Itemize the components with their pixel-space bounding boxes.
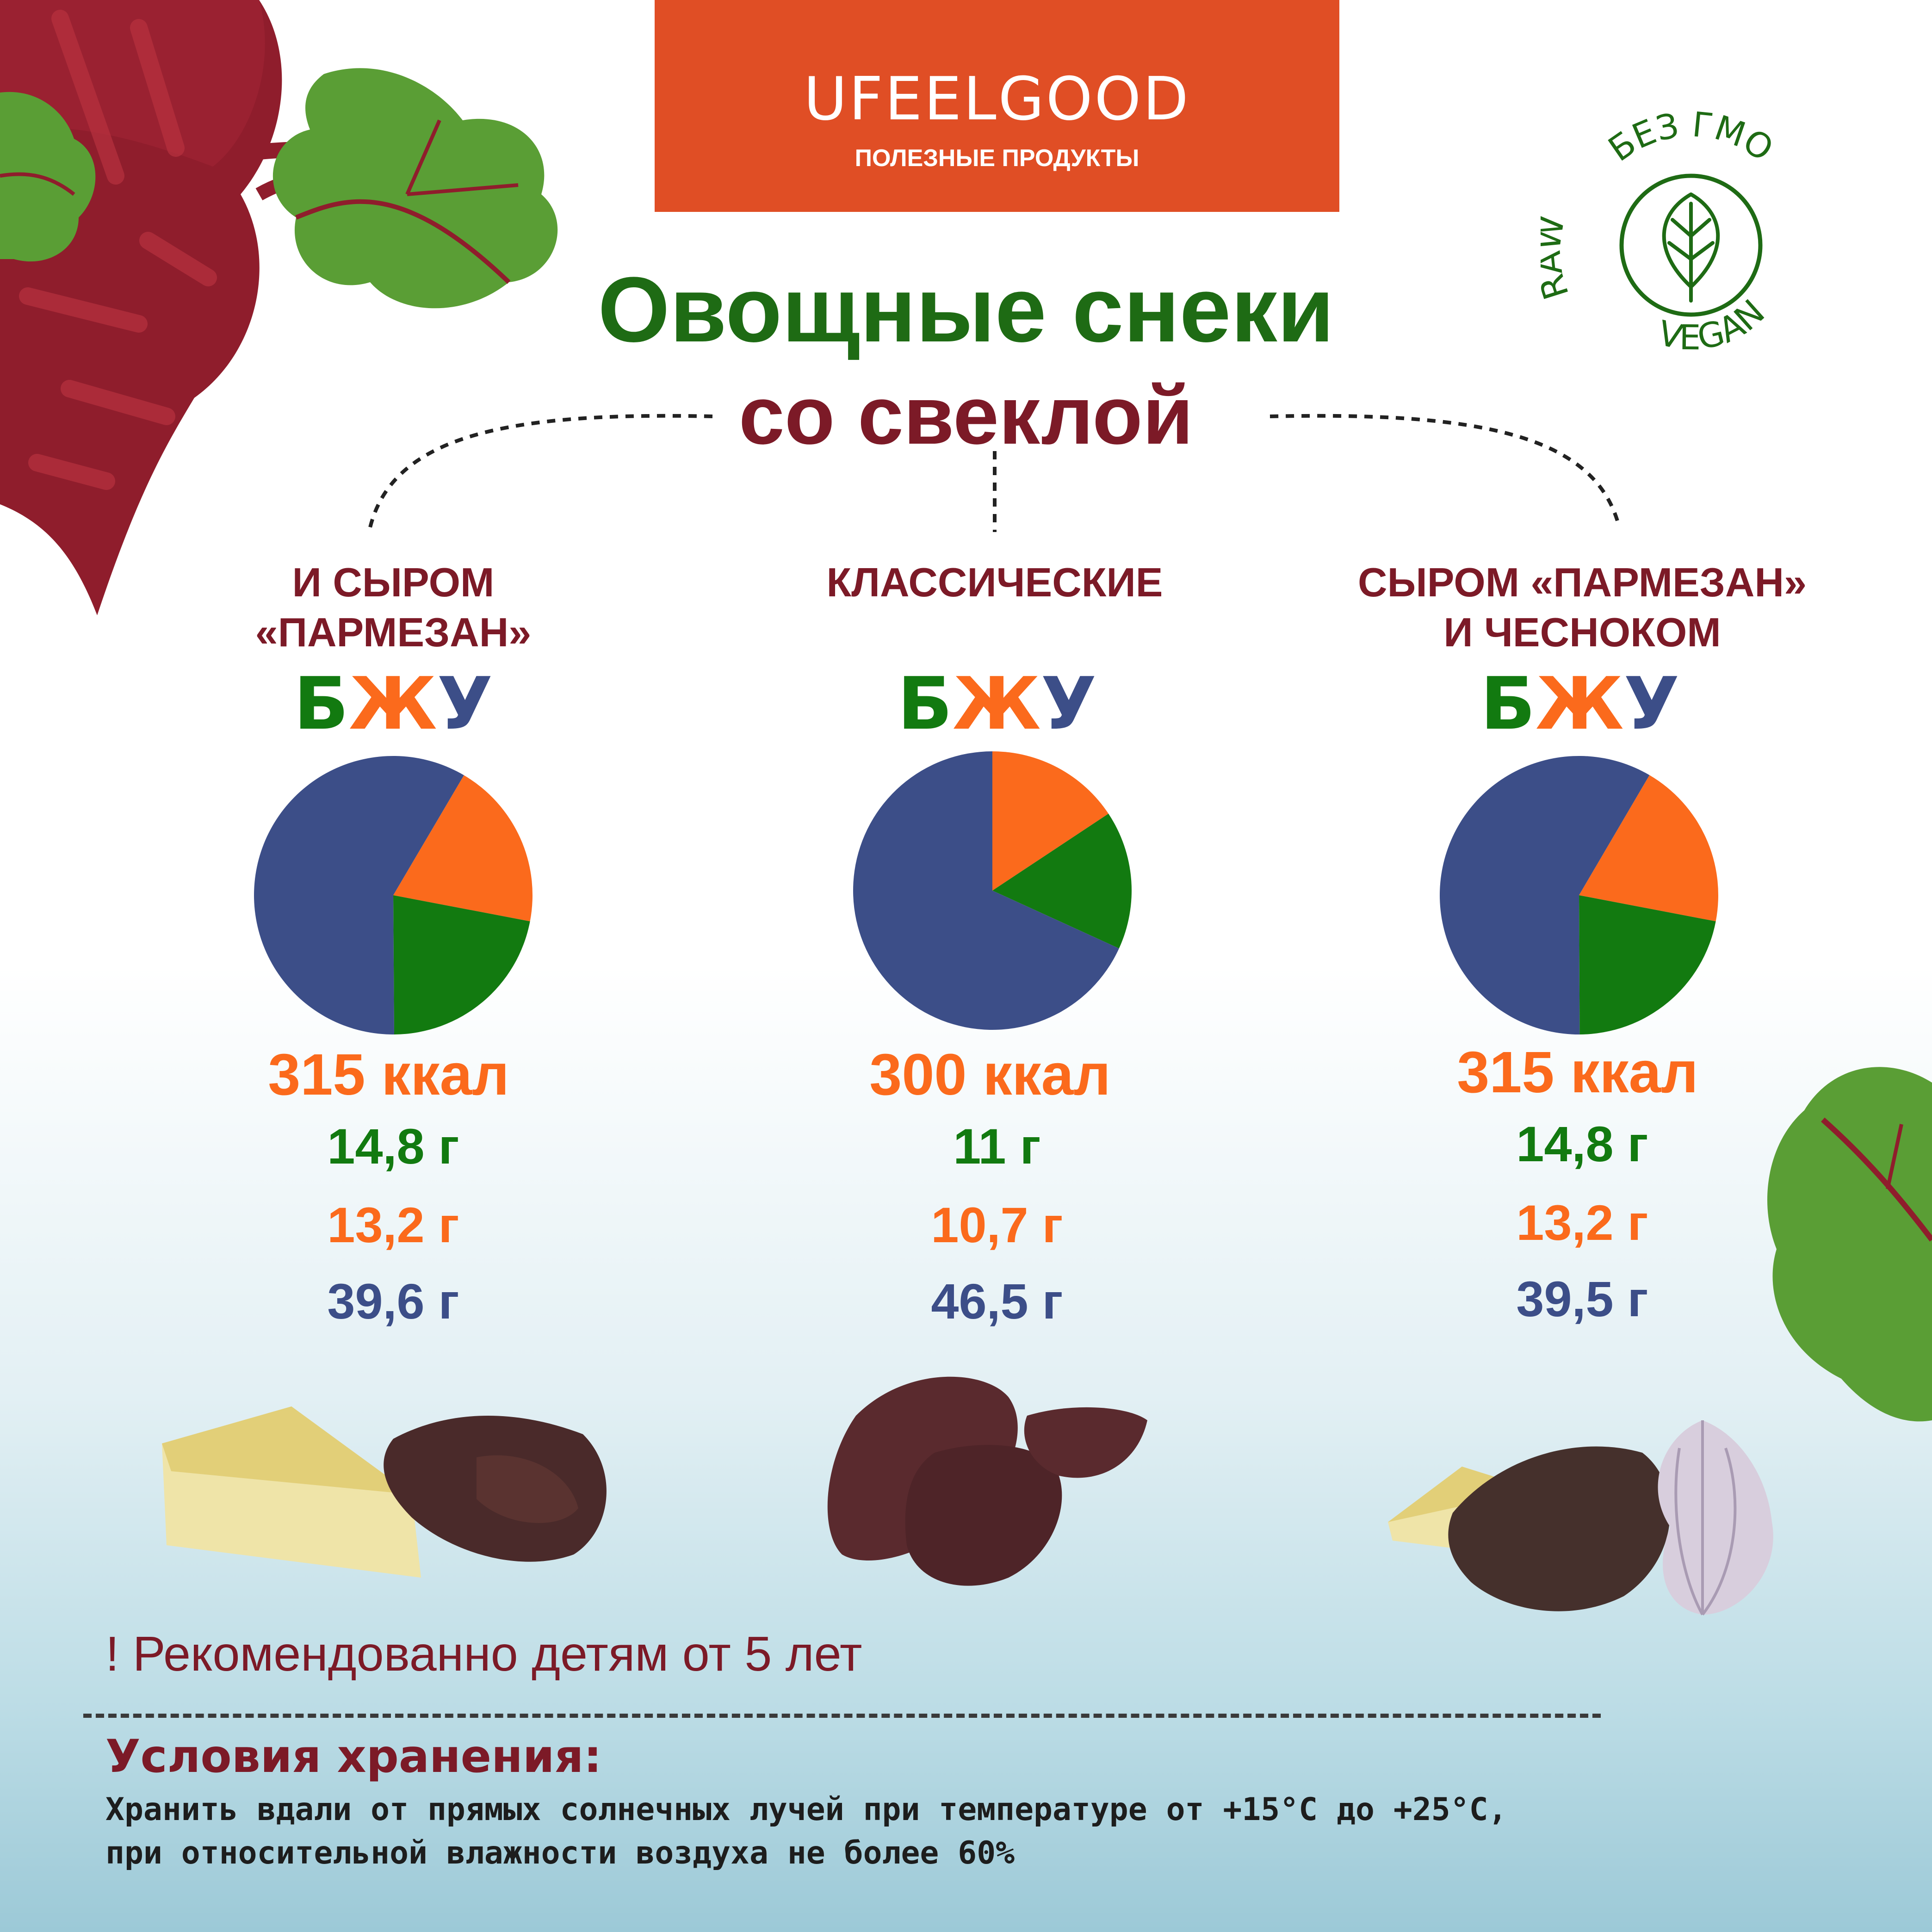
fat-value-3: 13,2 г — [1516, 1195, 1648, 1251]
legend-protein: Б — [1480, 662, 1536, 746]
legend-carbs: У — [1623, 662, 1680, 746]
page-subtitle: со свеклой — [738, 369, 1194, 461]
legend-fat: Ж — [348, 662, 437, 746]
legend-fat: Ж — [1535, 662, 1624, 746]
pie-slice-fat — [992, 751, 1108, 891]
classic-snack-illustration — [827, 1376, 1147, 1586]
variant-label-3: СЫРОМ «ПАРМЕЗАН» И ЧЕСНОКОМ — [1358, 559, 1807, 655]
protein-value-1: 14,8 г — [327, 1118, 459, 1174]
pie-slice-carbs — [853, 751, 1119, 1030]
legend-protein: Б — [897, 662, 953, 746]
page-title: Овощные снеки — [598, 258, 1334, 361]
beet-illustration — [0, 0, 558, 615]
pie-chart-3 — [1440, 756, 1718, 1034]
pie-chart-1 — [254, 756, 533, 1034]
pie-slice-carbs — [254, 756, 464, 1034]
fat-value-1: 13,2 г — [327, 1197, 459, 1253]
variant-label-2: КЛАССИЧЕСКИЕ — [826, 559, 1163, 605]
legend-carbs: У — [437, 662, 493, 746]
pie-slice-fat — [393, 775, 533, 922]
bju-legend-3: БЖУ — [1441, 662, 1719, 746]
age-recommendation-note: ! Рекомендованно детям от 5 лет — [105, 1627, 862, 1681]
protein-value-3: 14,8 г — [1516, 1116, 1648, 1172]
beet-leaf-illustration — [1767, 1067, 1932, 1422]
protein-value-2: 11 г — [953, 1118, 1041, 1174]
brand-header: UFEELGOOD ПОЛЕЗНЫЕ ПРОДУКТЫ — [655, 0, 1339, 212]
variant-label-1: И СЫРОМ «ПАРМЕЗАН» — [255, 559, 532, 655]
carbs-value-2: 46,5 г — [931, 1273, 1063, 1329]
kcal-value-2: 300 ккал — [869, 1042, 1111, 1107]
pie-chart-2 — [853, 751, 1132, 1030]
snack-with-cheese-illustration — [162, 1406, 607, 1578]
pie-slice-protein — [992, 813, 1132, 949]
kcal-value-1: 315 ккал — [268, 1042, 509, 1107]
storage-text-line-2: при относительной влажности воздуха не б… — [105, 1835, 1015, 1871]
bju-legend-1: БЖУ — [254, 662, 532, 746]
legend-carbs: У — [1040, 662, 1097, 746]
snack-cheese-garlic-illustration — [1388, 1420, 1773, 1616]
storage-text-line-1: Хранить вдали от прямых солнечных лучей … — [105, 1791, 1507, 1828]
brand-tagline: ПОЛЕЗНЫЕ ПРОДУКТЫ — [855, 145, 1139, 172]
divider — [83, 1714, 1601, 1718]
legend-fat: Ж — [952, 662, 1041, 746]
badge: БЕЗ ГМО VEGAN RAW — [1541, 105, 1780, 358]
pie-slice-protein — [1579, 895, 1716, 1034]
leaf-icon — [1662, 192, 1720, 303]
connector-lines — [368, 414, 1621, 532]
brand-name: UFEELGOOD — [804, 65, 1190, 134]
pie-slice-protein — [393, 895, 530, 1034]
carbs-value-3: 39,5 г — [1516, 1271, 1648, 1327]
carbs-value-1: 39,6 г — [327, 1273, 459, 1329]
pie-slice-fat — [1579, 775, 1718, 922]
kcal-value-3: 315 ккал — [1457, 1040, 1698, 1105]
bju-legend-2: БЖУ — [858, 662, 1136, 746]
pie-slice-carbs — [1440, 756, 1650, 1034]
fat-value-2: 10,7 г — [931, 1197, 1063, 1253]
legend-protein: Б — [293, 662, 349, 746]
storage-title: Условия хранения: — [105, 1730, 602, 1783]
